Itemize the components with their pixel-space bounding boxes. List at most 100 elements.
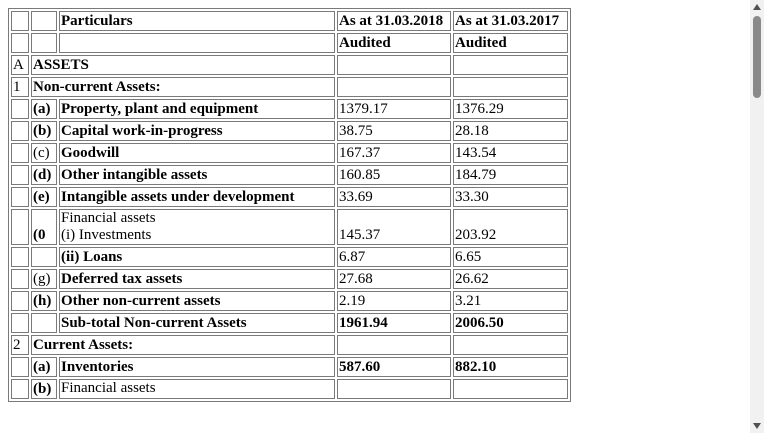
row-marker: 2 <box>11 335 29 355</box>
value-2017: 26.62 <box>453 269 568 289</box>
item-label: (ii) Loans <box>59 247 335 267</box>
table-row: (b) Financial assets <box>11 379 568 399</box>
subtotal-2018: 1961.94 <box>337 313 451 333</box>
item-letter: (e) <box>31 187 57 207</box>
item-letter: (0 <box>31 209 57 245</box>
blank-cell <box>31 11 57 31</box>
value-2017: 184.79 <box>453 165 568 185</box>
value-2017: 143.54 <box>453 143 568 163</box>
item-label: Property, plant and equipment <box>59 99 335 119</box>
blank-cell <box>31 33 57 53</box>
table-row: 2 Current Assets: <box>11 335 568 355</box>
item-letter: (d) <box>31 165 57 185</box>
value-2018 <box>337 55 451 75</box>
row-marker <box>11 121 29 141</box>
item-label: Goodwill <box>59 143 335 163</box>
item-label-text: Financial assets <box>61 380 156 396</box>
row-marker <box>11 165 29 185</box>
value-2018: 160.85 <box>337 165 451 185</box>
item-letter: (a) <box>31 357 57 377</box>
table-row: 1 Non-current Assets: <box>11 77 568 97</box>
subtotal-2017: 2006.50 <box>453 313 568 333</box>
value-2018: 2.19 <box>337 291 451 311</box>
table-row: (0 Financial assets (i) Investments 145.… <box>11 209 568 245</box>
item-label: Financial assets <box>61 210 156 226</box>
item-letter <box>31 247 57 267</box>
value-2018: 27.68 <box>337 269 451 289</box>
value-2018: 1379.17 <box>337 99 451 119</box>
scroll-up-arrow-icon[interactable] <box>750 0 764 14</box>
item-letter: (h) <box>31 291 57 311</box>
table-row: A ASSETS <box>11 55 568 75</box>
row-marker <box>11 291 29 311</box>
item-label: Inventories <box>59 357 335 377</box>
item-label: Intangible assets under development <box>59 187 335 207</box>
year-2017-header: As at 31.03.2017 <box>453 11 568 31</box>
audited-2018-label: Audited <box>337 33 451 53</box>
table-row: (a) Inventories 587.60 882.10 <box>11 357 568 377</box>
row-marker <box>11 357 29 377</box>
value-2018: 167.37 <box>337 143 451 163</box>
value-2018 <box>337 379 451 399</box>
value-2017: 3.21 <box>453 291 568 311</box>
table-row: (b) Capital work-in-progress 38.75 28.18 <box>11 121 568 141</box>
item-label: Financial assets <box>59 379 335 399</box>
section-heading: Current Assets: <box>31 335 335 355</box>
audited-2017-label: Audited <box>453 33 568 53</box>
value-2017: 882.10 <box>453 357 568 377</box>
row-marker <box>11 247 29 267</box>
item-letter: (b) <box>31 379 57 399</box>
item-label: Deferred tax assets <box>59 269 335 289</box>
row-marker <box>11 313 29 333</box>
table-row: (c) Goodwill 167.37 143.54 <box>11 143 568 163</box>
row-marker <box>11 99 29 119</box>
blank-cell <box>11 11 29 31</box>
item-letter: (a) <box>31 99 57 119</box>
section-heading: ASSETS <box>31 55 335 75</box>
header-row: Particulars As at 31.03.2018 As at 31.03… <box>11 11 568 31</box>
header-row: Audited Audited <box>11 33 568 53</box>
item-label: Capital work-in-progress <box>59 121 335 141</box>
value-2017: 6.65 <box>453 247 568 267</box>
subtotal-label: Sub-total Non-current Assets <box>59 313 335 333</box>
value-2017: 28.18 <box>453 121 568 141</box>
blank-cell <box>11 33 29 53</box>
value-2018: 6.87 <box>337 247 451 267</box>
value-2018: 587.60 <box>337 357 451 377</box>
section-heading: Non-current Assets: <box>31 77 335 97</box>
value-2017 <box>453 55 568 75</box>
item-letter: (g) <box>31 269 57 289</box>
row-marker: 1 <box>11 77 29 97</box>
financial-statement-table: Particulars As at 31.03.2018 As at 31.03… <box>8 8 571 402</box>
vertical-scrollbar[interactable] <box>750 0 764 433</box>
subtotal-row: Sub-total Non-current Assets 1961.94 200… <box>11 313 568 333</box>
value-2017 <box>453 335 568 355</box>
scroll-down-arrow-icon[interactable] <box>750 419 764 433</box>
table-row: (a) Property, plant and equipment 1379.1… <box>11 99 568 119</box>
value-2018 <box>337 77 451 97</box>
table-row: (h) Other non-current assets 2.19 3.21 <box>11 291 568 311</box>
row-marker <box>11 187 29 207</box>
blank-cell <box>59 33 335 53</box>
value-2017 <box>453 77 568 97</box>
item-letter <box>31 313 57 333</box>
row-marker: A <box>11 55 29 75</box>
item-sublabel: (i) Investments <box>61 227 152 243</box>
value-2017: 1376.29 <box>453 99 568 119</box>
row-marker <box>11 143 29 163</box>
value-2018: 38.75 <box>337 121 451 141</box>
value-2018 <box>337 335 451 355</box>
row-marker <box>11 269 29 289</box>
scrollbar-thumb[interactable] <box>753 16 761 98</box>
value-2017 <box>453 379 568 399</box>
table-row: (d) Other intangible assets 160.85 184.7… <box>11 165 568 185</box>
item-label: Other non-current assets <box>59 291 335 311</box>
particulars-header: Particulars <box>59 11 335 31</box>
table-row: (g) Deferred tax assets 27.68 26.62 <box>11 269 568 289</box>
item-letter: (b) <box>31 121 57 141</box>
item-letter: (c) <box>31 143 57 163</box>
year-2018-header: As at 31.03.2018 <box>337 11 451 31</box>
table-row: (e) Intangible assets under development … <box>11 187 568 207</box>
value-2018: 145.37 <box>337 209 451 245</box>
